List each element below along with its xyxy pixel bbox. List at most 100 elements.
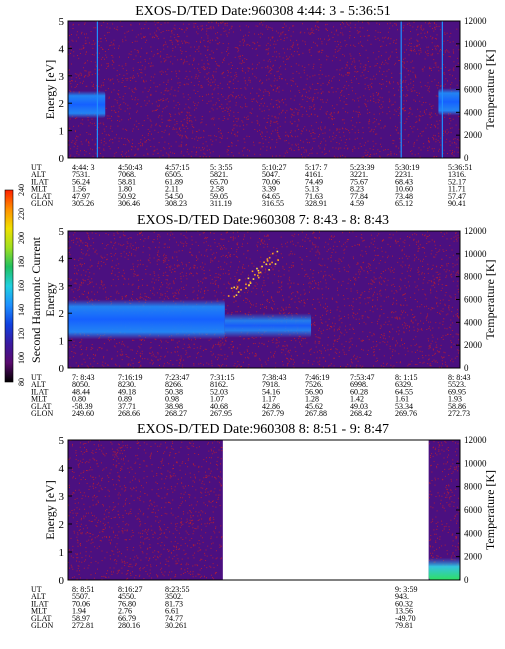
table-cell: 60.32 bbox=[395, 599, 413, 608]
y-tick-label: 1 bbox=[59, 336, 65, 348]
y-right-tick-label: 10000 bbox=[464, 249, 487, 259]
table-cell: 54.50 bbox=[165, 192, 183, 201]
table-cell: 1.93 bbox=[448, 395, 462, 404]
scatter-dot bbox=[251, 270, 254, 273]
y-right-tick-label: 12000 bbox=[464, 435, 487, 445]
y-tick-label: 1 bbox=[59, 126, 65, 138]
scatter-dot bbox=[227, 295, 230, 297]
table-cell: 3.39 bbox=[262, 185, 276, 194]
table-cell: 60.28 bbox=[350, 387, 368, 396]
spectrogram-panel-2: EXOS-D/TED Date:960308 7: 8:43 - 8: 8:43… bbox=[31, 213, 497, 418]
table-cell: 73.48 bbox=[395, 192, 413, 201]
scatter-dot bbox=[266, 258, 269, 260]
table-cell: 4:50:43 bbox=[118, 163, 142, 172]
table-cell: 64.65 bbox=[262, 192, 280, 201]
table-cell: 8.23 bbox=[350, 185, 364, 194]
table-cell: 5:10:27 bbox=[262, 163, 286, 172]
scatter-dot bbox=[277, 259, 279, 261]
spectrogram-panel-1: EXOS-D/TED Date:960308 4:44: 3 - 5:36:51… bbox=[31, 4, 497, 208]
y-right-tick-label: 12000 bbox=[464, 226, 487, 236]
emission-band bbox=[68, 299, 225, 340]
table-cell: 75.67 bbox=[350, 177, 368, 186]
table-row-label: ALT bbox=[31, 170, 46, 179]
table-cell: 268.42 bbox=[350, 409, 372, 418]
table-cell: 7:16:19 bbox=[118, 373, 142, 382]
scatter-dot bbox=[235, 287, 238, 290]
table-cell: 74.77 bbox=[165, 614, 183, 623]
table-cell: 8050. bbox=[72, 380, 90, 389]
table-cell: 269.76 bbox=[395, 409, 417, 418]
table-cell: 8: 1:15 bbox=[395, 373, 417, 382]
table-cell: 7:38:43 bbox=[262, 373, 286, 382]
scatter-dot bbox=[237, 291, 240, 293]
scatter-dot bbox=[249, 282, 252, 284]
table-cell: 50.38 bbox=[165, 387, 183, 396]
table-row-label: GLON bbox=[31, 199, 53, 208]
table-cell: 316.55 bbox=[262, 199, 284, 208]
y-right-tick-label: 2000 bbox=[464, 340, 483, 350]
y-right-tick-label: 2000 bbox=[464, 130, 483, 140]
table-cell: 8:16:27 bbox=[118, 585, 142, 594]
panel-title: EXOS-D/TED Date:960308 4:44: 3 - 5:36:51 bbox=[135, 4, 390, 19]
table-cell: 7:31:15 bbox=[210, 373, 234, 382]
y-tick-label: 5 bbox=[59, 226, 65, 238]
table-row-label: ALT bbox=[31, 592, 46, 601]
scatter-dot bbox=[245, 287, 247, 289]
data-coverage bbox=[68, 440, 223, 580]
table-cell: 7526. bbox=[305, 380, 323, 389]
y-axis-label: Energy bbox=[43, 282, 57, 316]
table-cell: 58.97 bbox=[72, 614, 90, 623]
table-cell: 4:57:15 bbox=[165, 163, 189, 172]
table-cell: 68.43 bbox=[395, 177, 413, 186]
table-cell: 280.16 bbox=[118, 621, 140, 630]
y-tick-label: 3 bbox=[59, 71, 65, 83]
table-cell: 4550. bbox=[118, 592, 136, 601]
y-axis-label: Energy [eV] bbox=[43, 60, 57, 119]
table-cell: 1.28 bbox=[305, 395, 319, 404]
table-cell: 5.13 bbox=[305, 185, 319, 194]
table-cell: 308.23 bbox=[165, 199, 187, 208]
scatter-dot bbox=[258, 272, 260, 274]
table-cell: 76.80 bbox=[118, 599, 136, 608]
table-row-label: MLT bbox=[31, 395, 47, 404]
table-cell: 305.26 bbox=[72, 199, 94, 208]
table-cell: 56.24 bbox=[72, 177, 90, 186]
y-tick-label: 4 bbox=[59, 253, 65, 265]
y-tick-label: 4 bbox=[59, 43, 65, 55]
y-right-axis-label: Temperature [K] bbox=[483, 470, 497, 550]
colorbar-tick-label: 140 bbox=[17, 304, 26, 316]
table-cell: 2231. bbox=[395, 170, 413, 179]
scatter-dot bbox=[266, 260, 269, 262]
table-cell: 272.73 bbox=[448, 409, 470, 418]
table-cell: 69.95 bbox=[448, 387, 466, 396]
scatter-dot bbox=[254, 273, 256, 276]
table-row-label: GLON bbox=[31, 621, 53, 630]
table-cell: 79.81 bbox=[395, 621, 413, 630]
scatter-dot bbox=[259, 271, 262, 274]
table-row-label: GLON bbox=[31, 409, 53, 418]
table-row-label: UT bbox=[31, 585, 42, 594]
table-cell: 6329. bbox=[395, 380, 413, 389]
table-cell: 5047. bbox=[262, 170, 280, 179]
table-cell: 5:36:51 bbox=[448, 163, 472, 172]
table-cell: 58.81 bbox=[118, 177, 136, 186]
y-right-tick-label: 8000 bbox=[464, 62, 483, 72]
table-cell: 42.86 bbox=[262, 402, 280, 411]
y-right-tick-label: 0 bbox=[464, 153, 469, 163]
scatter-dot bbox=[268, 269, 270, 271]
table-row-label: MLT bbox=[31, 185, 47, 194]
table-cell: 311.19 bbox=[210, 199, 232, 208]
table-cell: 267.95 bbox=[210, 409, 232, 418]
table-cell: 1.56 bbox=[72, 185, 86, 194]
table-cell: 6.61 bbox=[165, 607, 179, 616]
table-cell: 1.07 bbox=[210, 395, 224, 404]
scatter-dot bbox=[274, 263, 277, 265]
table-cell: 9: 3:59 bbox=[395, 585, 417, 594]
table-cell: 2.11 bbox=[165, 185, 179, 194]
table-cell: 7:53:47 bbox=[350, 373, 374, 382]
y-right-tick-label: 8000 bbox=[464, 272, 483, 282]
scatter-dot bbox=[245, 283, 247, 286]
table-cell: 2.76 bbox=[118, 607, 132, 616]
table-cell: 7:46:19 bbox=[305, 373, 329, 382]
table-cell: 54.16 bbox=[262, 387, 280, 396]
